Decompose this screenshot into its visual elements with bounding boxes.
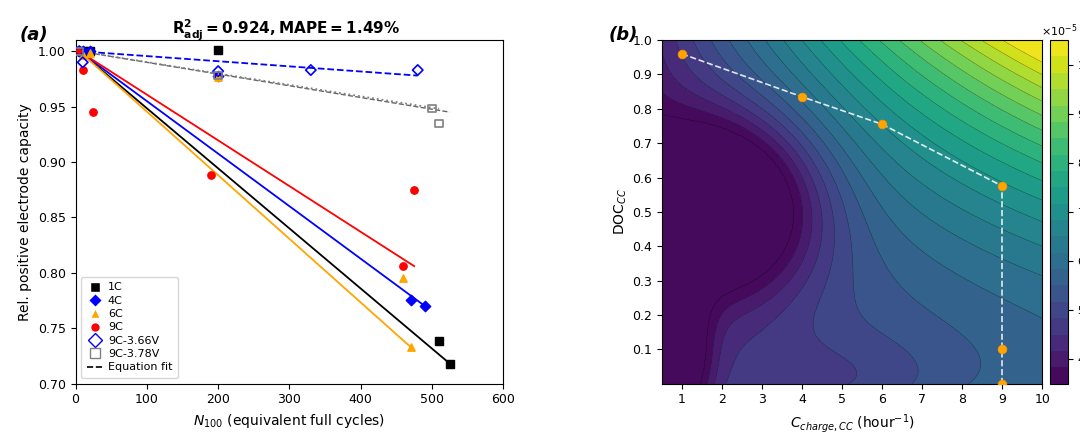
X-axis label: $C_{charge,CC}$ (hour$^{-1}$): $C_{charge,CC}$ (hour$^{-1}$) [789,412,915,435]
Point [441,360,458,367]
Point [395,263,413,270]
Y-axis label: DOC$_{CC}$: DOC$_{CC}$ [613,188,630,235]
Point [302,66,320,74]
Point [874,121,891,128]
Point [70,48,87,55]
Point [994,380,1011,387]
Point [70,48,87,55]
Point [70,48,87,55]
Title: $\times 10^{-5}$: $\times 10^{-5}$ [1041,23,1077,39]
Point [431,120,448,127]
Legend: 1C, 4C, 6C, 9C, 9C-3.66V, 9C-3.78V, Equation fit: 1C, 4C, 6C, 9C, 9C-3.66V, 9C-3.78V, Equa… [81,277,178,378]
Point [70,48,87,55]
Point [210,72,227,79]
Point [75,48,92,55]
Text: (b): (b) [609,26,638,45]
Point [75,51,92,58]
Point [409,66,427,74]
X-axis label: $N_{100}$ (equivalent full cycles): $N_{100}$ (equivalent full cycles) [193,412,386,430]
Point [75,48,92,55]
Point [84,108,102,116]
Y-axis label: Rel. positive electrode capacity: Rel. positive electrode capacity [18,103,32,321]
Point [70,48,87,55]
Point [395,275,413,282]
Text: $\mathbf{R^2_{adj} = 0.924, MAPE = 1.49\%}$: $\mathbf{R^2_{adj} = 0.924, MAPE = 1.49\… [172,18,401,43]
Point [405,186,422,193]
Point [994,346,1011,353]
Point [75,59,92,66]
Point [416,302,433,310]
Point [402,297,419,304]
Point [210,72,227,79]
Point [431,338,448,345]
Point [81,50,98,57]
Point [81,48,98,55]
Text: (a): (a) [21,26,49,45]
Point [75,66,92,74]
Point [794,93,811,100]
Point [81,48,98,55]
Point [210,46,227,54]
Point [210,73,227,80]
Point [994,182,1011,190]
Point [210,68,227,75]
Point [423,105,441,112]
Point [673,50,690,58]
Point [70,48,87,55]
Point [402,343,419,351]
Point [202,172,219,179]
